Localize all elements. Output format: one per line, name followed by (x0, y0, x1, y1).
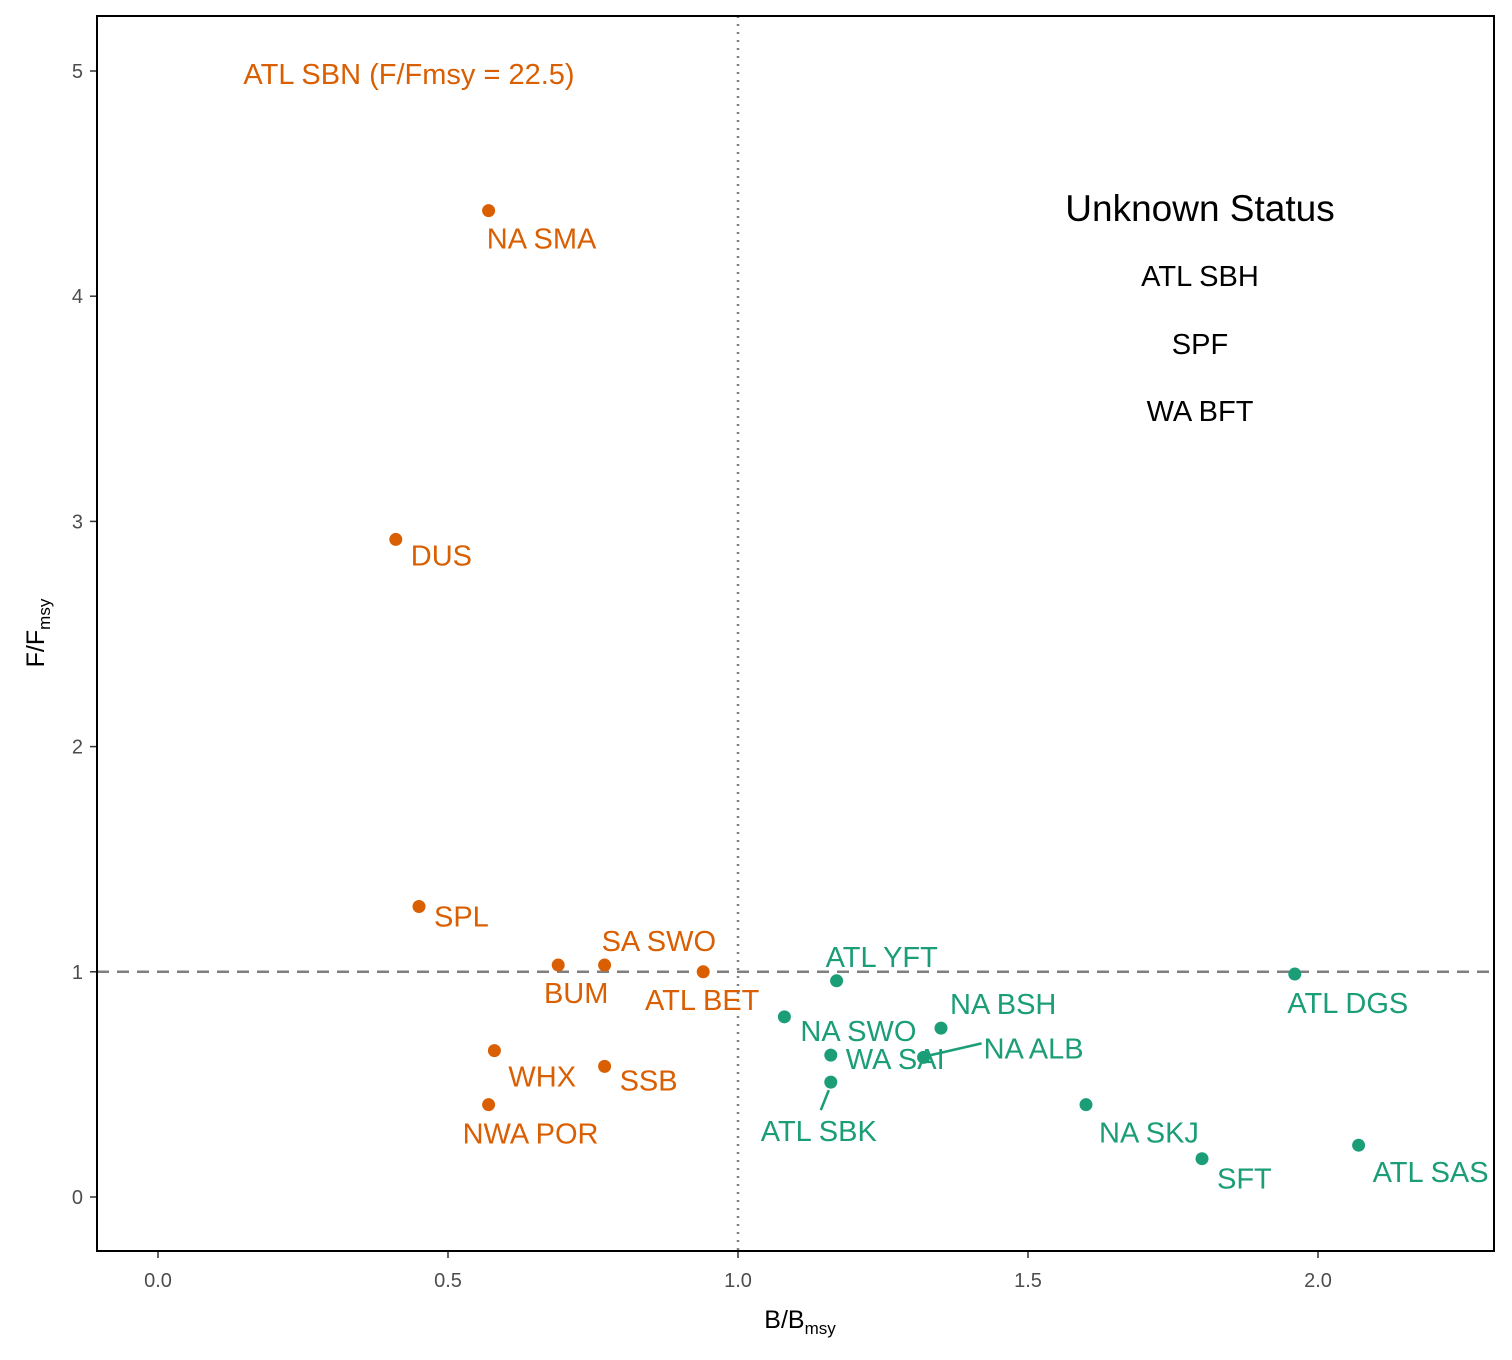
y-axis-title: F/Fmsy (22, 598, 54, 667)
data-point (824, 1048, 838, 1062)
offscale-note: ATL SBN (F/Fmsy = 22.5) (243, 59, 574, 91)
point-labels: NA SMA DUS SPL SA SWO BUM ATL BET WHX SSB NWA PO… (411, 224, 1489, 1196)
data-point (412, 899, 426, 913)
x-tick-label: 0.5 (434, 1270, 462, 1292)
x-tick-label: 0.0 (144, 1270, 172, 1292)
data-point (1288, 967, 1302, 981)
data-point (777, 1010, 791, 1024)
point-label: ATL YFT (826, 942, 939, 974)
data-point (696, 965, 710, 979)
point-label: WHX (508, 1062, 576, 1094)
point-label: NA SKJ (1099, 1118, 1199, 1150)
y-axis-title-main: F/F (22, 630, 50, 668)
data-point (487, 1044, 501, 1058)
point-label: NA SWO (800, 1016, 916, 1048)
data-point (1195, 1152, 1209, 1166)
data-point (551, 958, 565, 972)
data-point (824, 1075, 838, 1089)
unknown-status-item: ATL SBH (1141, 261, 1259, 293)
point-label: NA BSH (950, 989, 1056, 1021)
unknown-status-item: WA BFT (1147, 396, 1254, 428)
x-tick-label: 1.0 (724, 1270, 752, 1292)
leader-line (929, 1042, 982, 1057)
point-label: SA SWO (602, 926, 716, 958)
y-tick-label: 2 (72, 737, 83, 759)
y-tick-label: 0 (72, 1187, 83, 1209)
x-axis-title-subscript: msy (805, 1319, 837, 1338)
point-label: SPL (434, 901, 489, 933)
y-tick-label: 1 (72, 962, 83, 984)
y-tick-label: 3 (72, 511, 83, 533)
point-label: ATL BET (645, 985, 760, 1017)
point-label: WA SAI (846, 1044, 945, 1076)
point-label: ATL SAS (1373, 1157, 1489, 1189)
plot-panel-border (96, 15, 1495, 1252)
y-tick-label: 4 (72, 286, 83, 308)
data-point (598, 1059, 612, 1073)
data-point (917, 1050, 931, 1064)
data-point (598, 958, 612, 972)
data-point (389, 532, 403, 546)
point-label: ATL SBK (761, 1116, 878, 1148)
data-point (1352, 1138, 1366, 1152)
y-axis-title-subscript: msy (35, 598, 54, 630)
point-label: BUM (544, 978, 608, 1010)
label-leader-lines (819, 1042, 982, 1111)
data-point (482, 1098, 496, 1112)
x-axis-title-main: B/B (764, 1306, 804, 1334)
point-label: SSB (620, 1065, 678, 1097)
x-axis-title: B/Bmsy (764, 1306, 836, 1338)
data-point (934, 1021, 948, 1035)
x-tick-label: 2.0 (1304, 1270, 1332, 1292)
x-tick-label: 1.5 (1014, 1270, 1042, 1292)
data-points (389, 204, 1366, 1166)
unknown-status-item: SPF (1172, 329, 1228, 361)
data-point (482, 204, 496, 218)
y-tick-label: 5 (72, 61, 83, 83)
data-point (830, 974, 844, 988)
point-label: ATL DGS (1287, 988, 1408, 1020)
data-point (1079, 1098, 1093, 1112)
point-label: DUS (411, 540, 472, 572)
point-label: NWA POR (463, 1119, 599, 1151)
leader-line (819, 1089, 830, 1111)
unknown-status-title: Unknown Status (1065, 188, 1334, 229)
axis-ticks: 0.0 0.5 1.0 1.5 2.0 0 1 2 3 4 5 (72, 61, 1332, 1292)
point-label: NA SMA (487, 224, 597, 256)
point-label: SFT (1217, 1164, 1272, 1196)
unknown-status-box: Unknown Status ATL SBH SPF WA BFT (1065, 188, 1334, 428)
reference-lines (97, 16, 1494, 1251)
point-label: NA ALB (984, 1033, 1084, 1065)
